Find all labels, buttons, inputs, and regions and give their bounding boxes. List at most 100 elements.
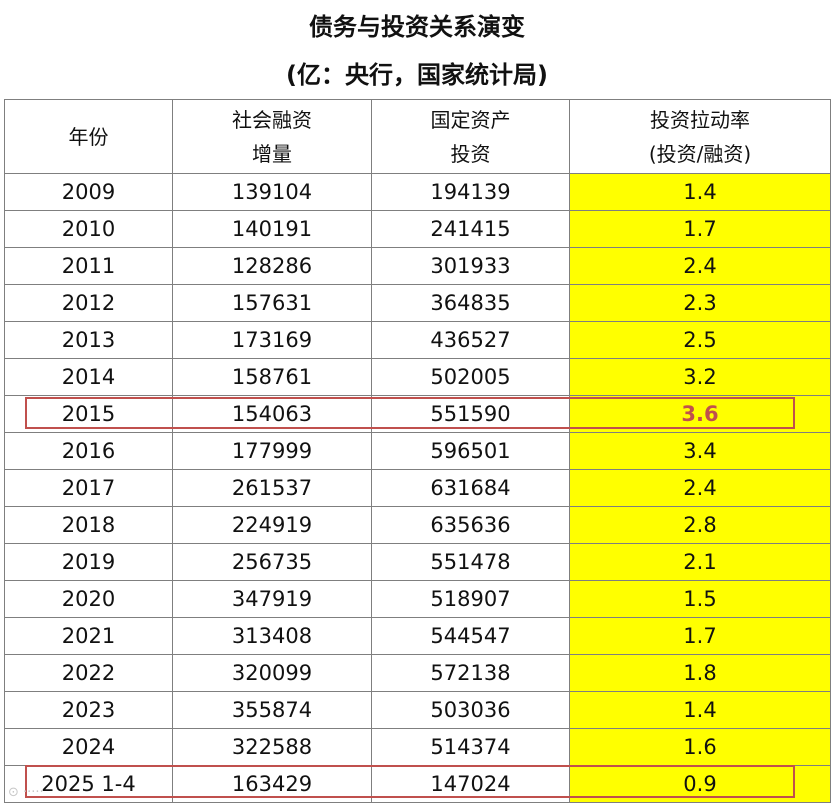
year-cell: 2022 bbox=[4, 654, 173, 692]
investment-cell: 241415 bbox=[371, 210, 570, 248]
financing-cell: 173169 bbox=[172, 321, 372, 359]
header-investment-line2: 投资 bbox=[450, 141, 491, 166]
financing-cell: 157631 bbox=[172, 284, 372, 322]
financing-cell: 256735 bbox=[172, 543, 372, 581]
ratio-cell: 1.8 bbox=[569, 654, 831, 692]
header-financing: 社会融资 增量 bbox=[172, 99, 372, 174]
financing-cell: 322588 bbox=[172, 728, 372, 766]
investment-cell: 514374 bbox=[371, 728, 570, 766]
investment-cell: 503036 bbox=[371, 691, 570, 729]
table-row: 2012 157631 364835 2.3 bbox=[4, 284, 831, 322]
ratio-cell: 1.7 bbox=[569, 210, 831, 248]
investment-cell: 635636 bbox=[371, 506, 570, 544]
table-row: 2009 139104 194139 1.4 bbox=[4, 173, 831, 211]
table-row: 2013 173169 436527 2.5 bbox=[4, 321, 831, 359]
table-row: 2015 154063 551590 3.6 bbox=[4, 395, 831, 433]
header-ratio-line1: 投资拉动率 bbox=[650, 107, 750, 132]
year-cell: 2012 bbox=[4, 284, 173, 322]
investment-cell: 551590 bbox=[371, 395, 570, 433]
debt-investment-table: 年份 社会融资 增量 国定资产 投资 投资拉动率 (投资/融资) 2009 139… bbox=[4, 99, 831, 803]
financing-cell: 140191 bbox=[172, 210, 372, 248]
ratio-cell: 2.4 bbox=[569, 469, 831, 507]
financing-cell: 158761 bbox=[172, 358, 372, 396]
investment-cell: 147024 bbox=[371, 765, 570, 803]
year-cell: 2013 bbox=[4, 321, 173, 359]
table-row: 2023 355874 503036 1.4 bbox=[4, 691, 831, 729]
table-row: 2010 140191 241415 1.7 bbox=[4, 210, 831, 248]
year-cell: 2014 bbox=[4, 358, 173, 396]
financing-cell: 261537 bbox=[172, 469, 372, 507]
financing-cell: 154063 bbox=[172, 395, 372, 433]
table-row: 2011 128286 301933 2.4 bbox=[4, 247, 831, 285]
ratio-cell: 1.5 bbox=[569, 580, 831, 618]
header-financing-line2: 增量 bbox=[252, 141, 292, 166]
header-ratio: 投资拉动率 (投资/融资) bbox=[569, 99, 831, 174]
ratio-cell: 0.9 bbox=[569, 765, 831, 803]
ratio-cell: 2.4 bbox=[569, 247, 831, 285]
year-cell: 2010 bbox=[4, 210, 173, 248]
investment-cell: 301933 bbox=[371, 247, 570, 285]
ratio-cell: 3.2 bbox=[569, 358, 831, 396]
financing-cell: 139104 bbox=[172, 173, 372, 211]
watermark-logo: ⊙ ····· bbox=[8, 785, 44, 800]
year-cell: 2018 bbox=[4, 506, 173, 544]
investment-cell: 544547 bbox=[371, 617, 570, 655]
year-cell: 2020 bbox=[4, 580, 173, 618]
table-row: 2017 261537 631684 2.4 bbox=[4, 469, 831, 507]
header-investment: 国定资产 投资 bbox=[371, 99, 570, 174]
table-row: 2025 1-4 163429 147024 0.9 bbox=[4, 765, 831, 803]
financing-cell: 224919 bbox=[172, 506, 372, 544]
financing-cell: 347919 bbox=[172, 580, 372, 618]
investment-cell: 572138 bbox=[371, 654, 570, 692]
financing-cell: 320099 bbox=[172, 654, 372, 692]
ratio-cell: 1.4 bbox=[569, 173, 831, 211]
investment-cell: 551478 bbox=[371, 543, 570, 581]
header-ratio-line2: (投资/融资) bbox=[648, 141, 752, 166]
ratio-cell: 3.6 bbox=[569, 395, 831, 433]
year-cell: 2015 bbox=[4, 395, 173, 433]
investment-cell: 518907 bbox=[371, 580, 570, 618]
financing-cell: 163429 bbox=[172, 765, 372, 803]
year-cell: 2019 bbox=[4, 543, 173, 581]
header-row: 年份 社会融资 增量 国定资产 投资 投资拉动率 (投资/融资) bbox=[4, 99, 831, 174]
table-body: 2009 139104 194139 1.4 2010 140191 241415 1.7 20… bbox=[4, 173, 831, 803]
investment-cell: 194139 bbox=[371, 173, 570, 211]
table-row: 2019 256735 551478 2.1 bbox=[4, 543, 831, 581]
table-row: 2018 224919 635636 2.8 bbox=[4, 506, 831, 544]
ratio-cell: 1.7 bbox=[569, 617, 831, 655]
year-cell: 2023 bbox=[4, 691, 173, 729]
investment-cell: 364835 bbox=[371, 284, 570, 322]
table-row: 2024 322588 514374 1.6 bbox=[4, 728, 831, 766]
investment-cell: 631684 bbox=[371, 469, 570, 507]
page-subtitle: (亿：央行，国家统计局) bbox=[286, 61, 548, 89]
table-row: 2022 320099 572138 1.8 bbox=[4, 654, 831, 692]
year-cell: 2021 bbox=[4, 617, 173, 655]
year-cell: 2011 bbox=[4, 247, 173, 285]
table-row: 2020 347919 518907 1.5 bbox=[4, 580, 831, 618]
ratio-cell: 2.1 bbox=[569, 543, 831, 581]
year-cell: 2017 bbox=[4, 469, 173, 507]
investment-cell: 436527 bbox=[371, 321, 570, 359]
financing-cell: 128286 bbox=[172, 247, 372, 285]
ratio-cell: 2.3 bbox=[569, 284, 831, 322]
financing-cell: 177999 bbox=[172, 432, 372, 470]
table-row: 2021 313408 544547 1.7 bbox=[4, 617, 831, 655]
ratio-cell: 1.4 bbox=[569, 691, 831, 729]
header-investment-line1: 国定资产 bbox=[430, 107, 511, 132]
investment-cell: 502005 bbox=[371, 358, 570, 396]
year-cell: 2016 bbox=[4, 432, 173, 470]
year-cell: 2009 bbox=[4, 173, 173, 211]
year-cell: 2024 bbox=[4, 728, 173, 766]
ratio-cell: 2.8 bbox=[569, 506, 831, 544]
ratio-cell: 3.4 bbox=[569, 432, 831, 470]
financing-cell: 355874 bbox=[172, 691, 372, 729]
financing-cell: 313408 bbox=[172, 617, 372, 655]
table-row: 2014 158761 502005 3.2 bbox=[4, 358, 831, 396]
table-row: 2016 177999 596501 3.4 bbox=[4, 432, 831, 470]
header-year-label: 年份 bbox=[68, 124, 109, 149]
header-financing-line1: 社会融资 bbox=[232, 107, 312, 132]
ratio-cell: 1.6 bbox=[569, 728, 831, 766]
page-title: 债务与投资关系演变 bbox=[309, 13, 525, 41]
investment-cell: 596501 bbox=[371, 432, 570, 470]
ratio-cell: 2.5 bbox=[569, 321, 831, 359]
